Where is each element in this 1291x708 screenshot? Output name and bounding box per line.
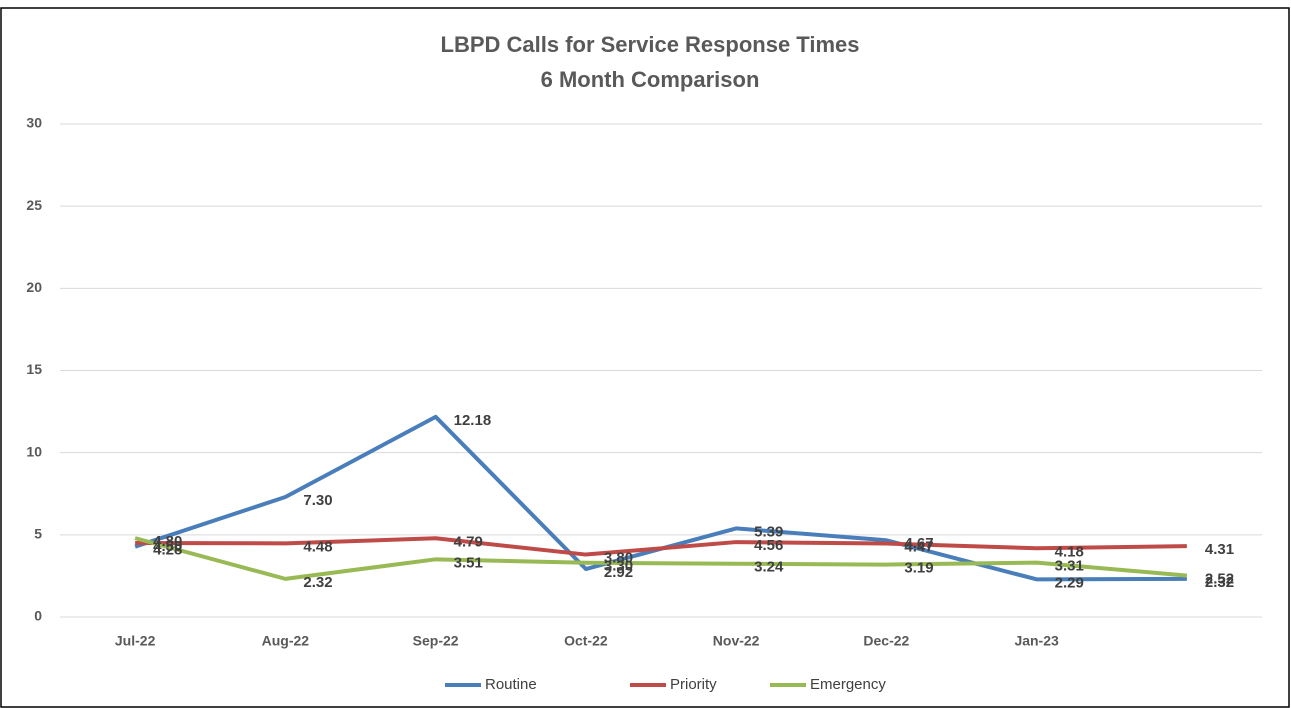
series-line [134, 536, 1188, 581]
data-label: 4.47 [904, 539, 933, 556]
data-label: 4.67 [904, 535, 933, 552]
data-label: 3.31 [1055, 558, 1084, 575]
chart-subtitle: 6 Month Comparison [541, 67, 760, 92]
x-tick-label: Dec-22 [863, 633, 909, 649]
data-label: 12.18 [454, 412, 492, 429]
data-label: 7.30 [303, 492, 332, 509]
chart-title: LBPD Calls for Service Response Times [441, 32, 860, 57]
data-label: 2.32 [1205, 574, 1234, 591]
chart-border [0, 7, 1290, 708]
x-tick-label: Sep-22 [413, 633, 459, 649]
data-label: 3.30 [604, 558, 633, 575]
y-tick-label: 25 [26, 197, 42, 213]
y-tick-label: 5 [34, 526, 42, 542]
data-label: 4.28 [153, 542, 182, 559]
y-tick-label: 15 [26, 361, 42, 377]
data-label: 4.50 [153, 538, 182, 555]
x-tick-label: Jul-22 [115, 633, 156, 649]
x-tick-label: Aug-22 [262, 633, 310, 649]
data-label: 3.80 [604, 550, 633, 567]
data-label: 4.80 [153, 533, 182, 550]
data-label: 2.32 [303, 574, 332, 591]
data-label: 3.24 [754, 559, 784, 576]
x-tick-label: Nov-22 [713, 633, 760, 649]
data-label: 4.79 [454, 533, 483, 550]
data-label: 3.51 [454, 554, 483, 571]
legend-label: Priority [670, 676, 717, 693]
legend-label: Emergency [810, 676, 886, 693]
data-label: 4.18 [1055, 543, 1084, 560]
data-label: 2.52 [1205, 571, 1234, 588]
data-label: 4.31 [1205, 541, 1234, 558]
data-label: 2.29 [1055, 574, 1084, 591]
data-label: 4.48 [303, 538, 332, 555]
y-tick-label: 10 [26, 443, 42, 459]
y-tick-label: 0 [34, 608, 42, 624]
y-tick-label: 30 [26, 115, 42, 131]
data-label: 4.56 [754, 537, 783, 554]
x-tick-label: Jan-23 [1014, 633, 1059, 649]
data-label: 2.92 [604, 564, 633, 581]
data-label: 5.39 [754, 523, 783, 540]
series-line [135, 536, 1187, 557]
x-tick-label: Oct-22 [564, 633, 608, 649]
legend-label: Routine [485, 676, 537, 693]
y-tick-label: 20 [26, 279, 42, 295]
data-label: 3.19 [904, 560, 933, 577]
